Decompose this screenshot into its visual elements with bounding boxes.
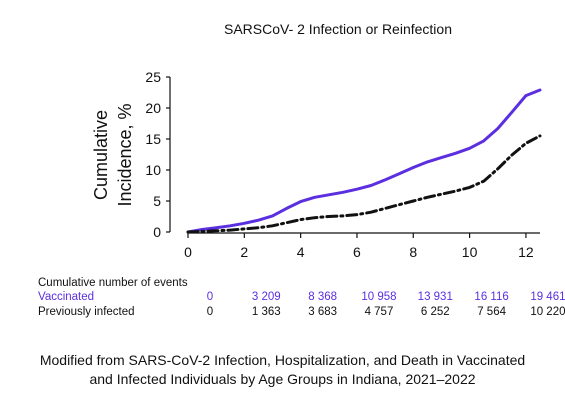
axes: 0 5 10 15 20 25 0 2 4 6 8 10 12 [145,69,540,260]
x-tick-label: 10 [462,244,478,260]
x-tick-label: 4 [297,244,305,260]
cumulative-incidence-chart: SARSCoV- 2 Infection or Reinfection Cumu… [38,21,565,318]
y-tick-label: 25 [145,69,161,85]
events-cell: 10 220 [530,306,565,318]
series-line-vaccinated [186,88,542,234]
y-axis-label-line-2: Incidence, % [115,103,135,206]
events-row-label: Previously infected [38,306,135,318]
events-table-header: Cumulative number of events [38,277,188,289]
events-cell: 1 363 [252,306,281,318]
events-table: Cumulative number of events Vaccinated 0 3 … [38,277,565,318]
caption-line-2: and Infected Individuals by Age Groups i… [89,371,476,387]
events-cell: 19 461 [530,291,565,303]
series-line-previously-infected [186,134,542,234]
y-axis-label-line-1: Cumulative [91,110,111,200]
events-cell: 8 368 [308,291,337,303]
events-cell: 0 [207,306,213,318]
x-tick-label: 8 [409,244,417,260]
events-cell: 13 931 [418,291,453,303]
caption-line-1: Modified from SARS-CoV-2 Infection, Hosp… [39,352,526,368]
series-layer [186,88,542,234]
events-cell: 10 958 [361,291,396,303]
events-cell: 3 683 [308,306,337,318]
x-tick-label: 2 [240,244,248,260]
events-cell: 16 116 [474,291,508,303]
events-cell: 3 209 [252,291,281,303]
y-tick-label: 5 [153,193,161,209]
x-tick-label: 6 [353,244,361,260]
y-tick-label: 0 [153,224,161,240]
y-axis-label: Cumulative Incidence, % [91,103,135,206]
y-tick-label: 10 [145,162,161,178]
events-cell: 7 564 [477,306,506,318]
events-cell: 0 [207,291,213,303]
events-cell: 4 757 [365,306,394,318]
y-tick-label: 15 [145,131,161,147]
chart-title: SARSCoV- 2 Infection or Reinfection [224,21,452,37]
events-cell: 6 252 [421,306,450,318]
events-row-label: Vaccinated [38,291,94,303]
x-tick-label: 0 [184,244,192,260]
x-tick-label: 12 [518,244,534,260]
y-tick-label: 20 [145,100,161,116]
